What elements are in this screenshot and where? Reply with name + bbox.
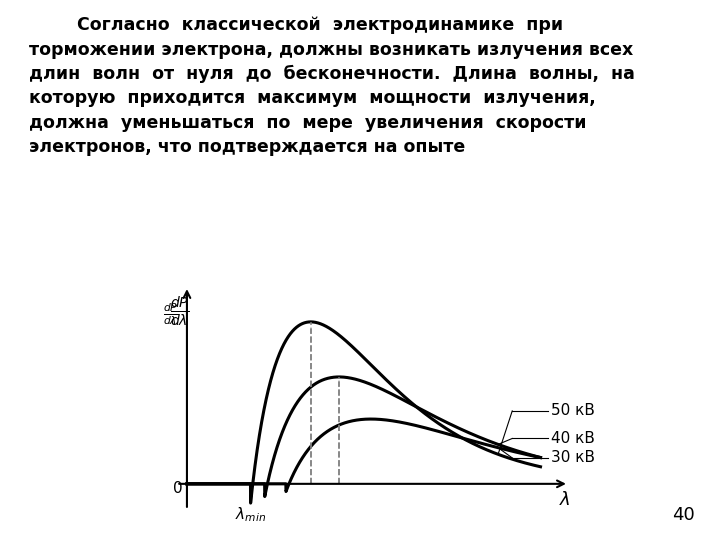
Text: 30 кВ: 30 кВ [551, 450, 595, 465]
Text: 40: 40 [672, 506, 695, 524]
Text: $\lambda$: $\lambda$ [559, 491, 571, 509]
Text: $\lambda_{min}$: $\lambda_{min}$ [235, 505, 266, 524]
Text: $\frac{dP}{d\lambda}$: $\frac{dP}{d\lambda}$ [163, 301, 178, 327]
Text: 40 кВ: 40 кВ [551, 431, 595, 446]
Text: Согласно  классической  электродинамике  при
торможении электрона, должны возник: Согласно классической электродинамике пр… [29, 16, 634, 156]
Text: $dP$: $dP$ [171, 295, 189, 310]
Text: 50 кВ: 50 кВ [551, 403, 595, 418]
Text: $\overline{d\lambda}$: $\overline{d\lambda}$ [171, 310, 189, 329]
Text: 0: 0 [174, 481, 183, 496]
